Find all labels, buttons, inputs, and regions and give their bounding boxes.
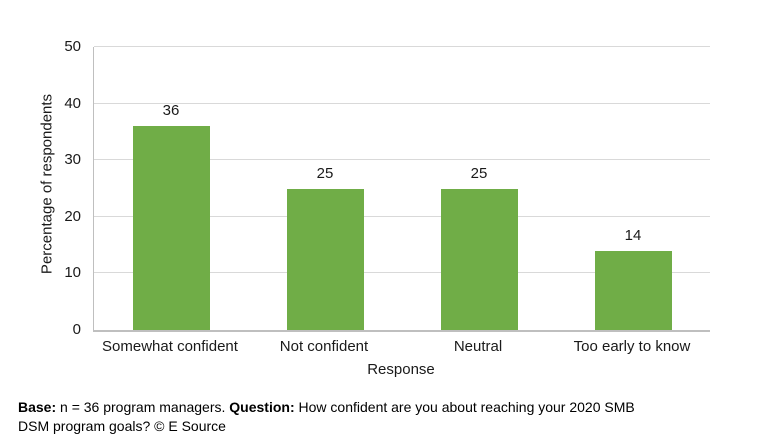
bar-slot: 25 <box>402 47 556 330</box>
footnote-base-label: Base: <box>18 399 57 415</box>
grid-line <box>94 102 710 104</box>
bar <box>594 250 672 330</box>
y-tick-label: 40 <box>64 94 81 112</box>
bar <box>132 126 210 330</box>
bar-slot: 36 <box>94 47 248 330</box>
y-tick-label: 10 <box>64 264 81 282</box>
footnote-question-label: Question: <box>229 399 295 415</box>
y-tick-label: 20 <box>64 207 81 225</box>
bar <box>286 188 364 330</box>
y-tick-label: 30 <box>64 151 81 169</box>
y-tick-label: 50 <box>64 38 81 55</box>
grid-line <box>94 46 710 47</box>
bars-container: 36 25 25 14 <box>94 47 710 330</box>
bar-slot: 14 <box>556 47 710 330</box>
plot-area: 0 10 20 30 40 50 36 25 25 14 <box>64 38 710 338</box>
bar-slot: 25 <box>248 47 402 330</box>
x-tick-label: Not confident <box>279 338 369 355</box>
x-tick-label: Somewhat confident <box>102 338 238 355</box>
footnote-question-text-line1: How confident are you about reaching you… <box>294 399 635 415</box>
bar-value-label: 14 <box>624 226 642 244</box>
bar <box>440 188 518 330</box>
x-tick-label: Too early to know <box>573 338 691 355</box>
grid-line <box>94 159 710 161</box>
bar-value-label: 25 <box>316 164 334 182</box>
footnote: Base: n = 36 program managers. Question:… <box>18 398 742 435</box>
bar-value-label: 25 <box>470 164 488 182</box>
y-tick-label: 0 <box>72 321 81 338</box>
x-axis-title: Response <box>367 361 435 378</box>
x-tick-label: Neutral <box>453 338 503 355</box>
footnote-base-text: n = 36 program managers. <box>56 399 230 415</box>
y-axis-title: Percentage of respondents <box>38 93 56 275</box>
bar-value-label: 36 <box>162 102 180 120</box>
footnote-question-text-line2: DSM program goals? © E Source <box>18 417 226 434</box>
x-axis-tick-labels: Somewhat confident Not confident Neutral To… <box>93 338 709 355</box>
grid-line <box>94 272 710 274</box>
grid-line <box>94 215 710 217</box>
